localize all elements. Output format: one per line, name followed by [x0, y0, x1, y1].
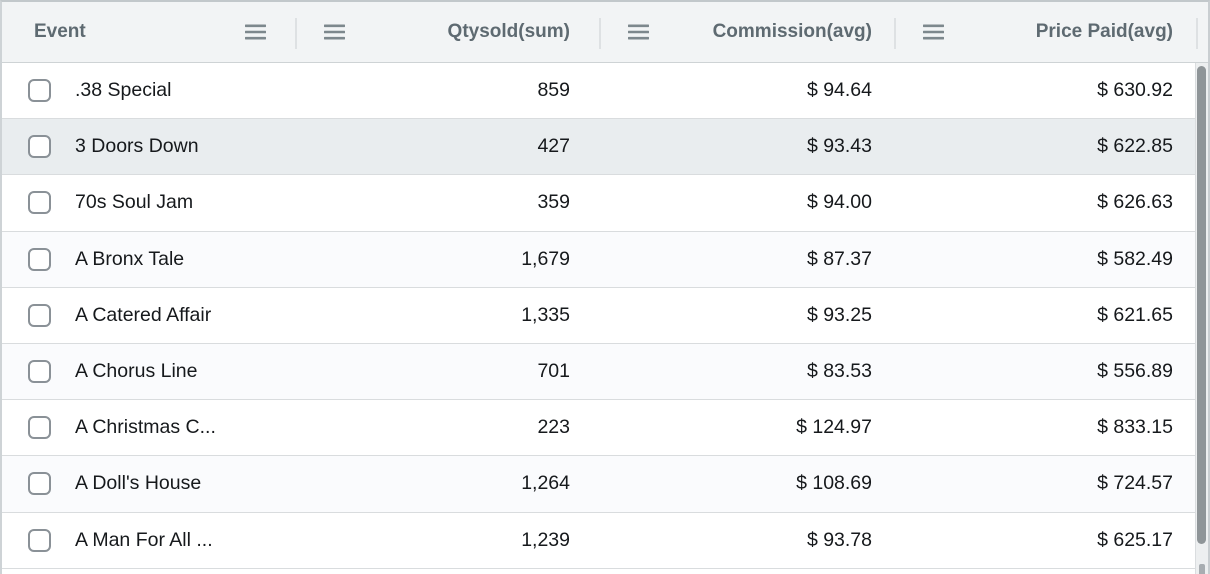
price-paid-value: $ 556.89 — [1097, 360, 1173, 383]
row-checkbox[interactable] — [28, 135, 51, 159]
qtysold-value: 859 — [537, 79, 570, 102]
event-cell: .38 Special — [2, 79, 296, 103]
commission-value: $ 108.69 — [796, 472, 872, 495]
price-paid-value: $ 582.49 — [1097, 247, 1173, 270]
table-row[interactable]: A Man For All ... 1,239 $ 93.78 $ 625.17 — [2, 512, 1208, 569]
event-name: A Catered Affair — [75, 303, 212, 326]
table-row[interactable]: A Doll's House 1,264 $ 108.69 $ 724.57 — [2, 456, 1208, 513]
event-cell: A Bronx Tale — [2, 247, 296, 271]
commission-value: $ 94.00 — [806, 191, 872, 214]
row-checkbox[interactable] — [28, 360, 51, 384]
event-name: A Chorus Line — [75, 360, 198, 383]
table-body: .38 Special 859 $ 94.64 $ 630.92 3 Doors… — [2, 63, 1208, 569]
column-divider — [599, 18, 601, 49]
column-header-qtysold[interactable]: Qtysold(sum) — [296, 2, 600, 62]
column-menu-icon[interactable] — [923, 24, 944, 40]
row-checkbox[interactable] — [28, 79, 51, 103]
event-name: .38 Special — [75, 79, 172, 102]
commission-value: $ 94.64 — [806, 79, 872, 102]
column-divider — [295, 18, 297, 49]
row-checkbox[interactable] — [28, 528, 51, 552]
table-row[interactable]: 70s Soul Jam 359 $ 94.00 $ 626.63 — [2, 175, 1208, 232]
table-row[interactable]: A Catered Affair 1,335 $ 93.25 $ 621.65 — [2, 287, 1208, 344]
table-row[interactable]: A Chorus Line 701 $ 83.53 $ 556.89 — [2, 343, 1208, 401]
scrollbar-thumb[interactable] — [1197, 66, 1206, 544]
qtysold-value: 1,679 — [521, 247, 570, 270]
commission-value: $ 83.53 — [806, 360, 872, 383]
event-cell: A Catered Affair — [2, 303, 296, 327]
event-cell: A Christmas C... — [2, 416, 296, 440]
price-paid-value: $ 626.63 — [1097, 191, 1173, 214]
event-name: A Bronx Tale — [75, 247, 185, 270]
price-paid-value: $ 621.65 — [1097, 303, 1173, 326]
table-row[interactable]: A Christmas C... 223 $ 124.97 $ 833.15 — [2, 400, 1208, 457]
event-name: 70s Soul Jam — [75, 191, 194, 214]
column-divider — [894, 18, 896, 49]
commission-value: $ 124.97 — [796, 416, 872, 439]
qtysold-value: 223 — [537, 416, 570, 439]
column-header-event[interactable]: Event — [2, 2, 296, 62]
table-header: Event Qtysold(sum) Commission(avg) P — [2, 2, 1208, 63]
row-checkbox[interactable] — [28, 247, 51, 271]
qtysold-value: 1,239 — [521, 528, 570, 551]
commission-value: $ 93.43 — [806, 135, 872, 158]
column-header-event-label: Event — [34, 21, 86, 42]
column-header-price-paid-label: Price Paid(avg) — [1035, 21, 1173, 42]
event-cell: 70s Soul Jam — [2, 191, 296, 215]
vertical-scrollbar[interactable] — [1195, 63, 1208, 574]
column-menu-icon[interactable] — [628, 24, 649, 40]
event-name: 3 Doors Down — [75, 135, 199, 158]
event-name: A Christmas C... — [75, 416, 216, 439]
price-paid-value: $ 630.92 — [1097, 79, 1173, 102]
qtysold-value: 1,335 — [521, 303, 570, 326]
qtysold-value: 1,264 — [521, 472, 570, 495]
column-header-commission-label: Commission(avg) — [712, 21, 872, 42]
row-checkbox[interactable] — [28, 472, 51, 496]
event-name: A Doll's House — [75, 472, 202, 495]
event-cell: A Man For All ... — [2, 528, 296, 552]
row-checkbox[interactable] — [28, 303, 51, 327]
commission-value: $ 87.37 — [806, 247, 872, 270]
commission-value: $ 93.78 — [806, 528, 872, 551]
qtysold-value: 359 — [537, 191, 570, 214]
column-menu-icon[interactable] — [245, 24, 266, 40]
event-name: A Man For All ... — [75, 528, 213, 551]
column-header-commission[interactable]: Commission(avg) — [600, 2, 895, 62]
scrollbar-stub[interactable] — [1199, 564, 1205, 574]
event-cell: A Chorus Line — [2, 360, 296, 384]
price-paid-value: $ 833.15 — [1097, 416, 1173, 439]
column-header-qtysold-label: Qtysold(sum) — [447, 21, 570, 42]
column-header-price-paid[interactable]: Price Paid(avg) — [895, 2, 1196, 62]
table-row[interactable]: A Bronx Tale 1,679 $ 87.37 $ 582.49 — [2, 231, 1208, 288]
row-checkbox[interactable] — [28, 416, 51, 440]
event-cell: 3 Doors Down — [2, 135, 296, 159]
qtysold-value: 427 — [537, 135, 570, 158]
table-row[interactable]: .38 Special 859 $ 94.64 $ 630.92 — [2, 63, 1208, 120]
commission-value: $ 93.25 — [806, 303, 872, 326]
table-row[interactable]: 3 Doors Down 427 $ 93.43 $ 622.85 — [2, 119, 1208, 176]
price-paid-value: $ 724.57 — [1097, 472, 1173, 495]
column-menu-icon[interactable] — [324, 24, 345, 40]
qtysold-value: 701 — [537, 360, 570, 383]
event-cell: A Doll's House — [2, 472, 296, 496]
row-checkbox[interactable] — [28, 191, 51, 215]
price-paid-value: $ 625.17 — [1097, 528, 1173, 551]
column-divider — [1196, 18, 1198, 49]
price-paid-value: $ 622.85 — [1097, 135, 1173, 158]
